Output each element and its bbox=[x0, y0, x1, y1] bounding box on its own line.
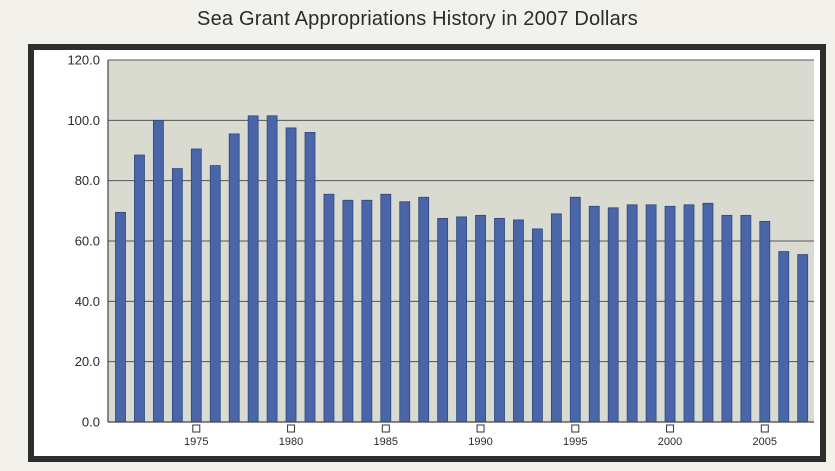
bar bbox=[607, 207, 619, 423]
bar bbox=[645, 204, 657, 423]
bar bbox=[304, 131, 316, 423]
x-tick-label: 2005 bbox=[753, 436, 777, 448]
bar bbox=[550, 213, 562, 423]
bar bbox=[361, 199, 373, 423]
bar bbox=[626, 204, 638, 423]
bar bbox=[285, 127, 297, 423]
x-tick-label: 1980 bbox=[279, 436, 303, 448]
bar bbox=[152, 119, 164, 423]
x-tick-labels: 1975 1980 1985 1990 1995 2000 2005 bbox=[184, 424, 777, 448]
axes bbox=[107, 60, 814, 423]
y-tick-label: 100.0 bbox=[67, 113, 100, 128]
bar bbox=[683, 204, 695, 423]
bar bbox=[532, 228, 543, 423]
chart-title: Sea Grant Appropriations History in 2007… bbox=[197, 8, 638, 30]
bar bbox=[475, 214, 486, 423]
y-tick-label: 40.0 bbox=[75, 294, 100, 309]
bar bbox=[588, 205, 600, 423]
y-tick-label: 80.0 bbox=[75, 173, 100, 188]
grid-lines bbox=[108, 59, 814, 363]
bar bbox=[134, 154, 145, 423]
bar bbox=[399, 201, 411, 423]
bars bbox=[115, 115, 809, 423]
y-tick-label: 20.0 bbox=[75, 354, 100, 369]
bar bbox=[190, 148, 202, 423]
bar bbox=[569, 196, 581, 423]
bar bbox=[702, 202, 714, 423]
bar bbox=[418, 196, 430, 423]
bar bbox=[513, 219, 524, 423]
bar bbox=[740, 214, 752, 423]
bar bbox=[266, 115, 278, 423]
x-tick-marker bbox=[666, 424, 675, 433]
x-tick-label: 1995 bbox=[563, 436, 587, 448]
bar bbox=[323, 193, 335, 423]
x-tick-label: 2000 bbox=[658, 436, 682, 448]
bar bbox=[456, 216, 468, 423]
x-tick-marker bbox=[381, 424, 390, 433]
x-tick-label: 1975 bbox=[184, 436, 208, 448]
bar bbox=[797, 254, 809, 423]
x-tick-marker bbox=[476, 424, 485, 433]
x-tick-marker bbox=[760, 424, 769, 433]
bar bbox=[437, 217, 449, 423]
bar bbox=[380, 193, 392, 423]
bar bbox=[209, 165, 221, 423]
bar bbox=[171, 168, 183, 423]
bar bbox=[342, 199, 354, 423]
x-tick-marker bbox=[287, 424, 296, 433]
bar bbox=[247, 115, 259, 423]
y-tick-label: 120.0 bbox=[67, 53, 100, 68]
y-tick-labels: 0.0 20.0 40.0 60.0 80.0 100.0 120.0 bbox=[67, 53, 100, 430]
x-tick-marker bbox=[192, 424, 201, 433]
x-tick-label: 1985 bbox=[374, 436, 398, 448]
bar bbox=[778, 251, 790, 423]
bar bbox=[228, 133, 240, 423]
y-tick-label: 0.0 bbox=[82, 415, 100, 430]
x-tick-label: 1990 bbox=[468, 436, 492, 448]
bar bbox=[494, 217, 505, 423]
bar bbox=[664, 205, 676, 423]
x-tick-marker bbox=[571, 424, 580, 433]
bar bbox=[115, 211, 126, 423]
bar bbox=[721, 214, 733, 423]
bar bbox=[759, 220, 771, 423]
y-tick-label: 60.0 bbox=[75, 234, 100, 249]
